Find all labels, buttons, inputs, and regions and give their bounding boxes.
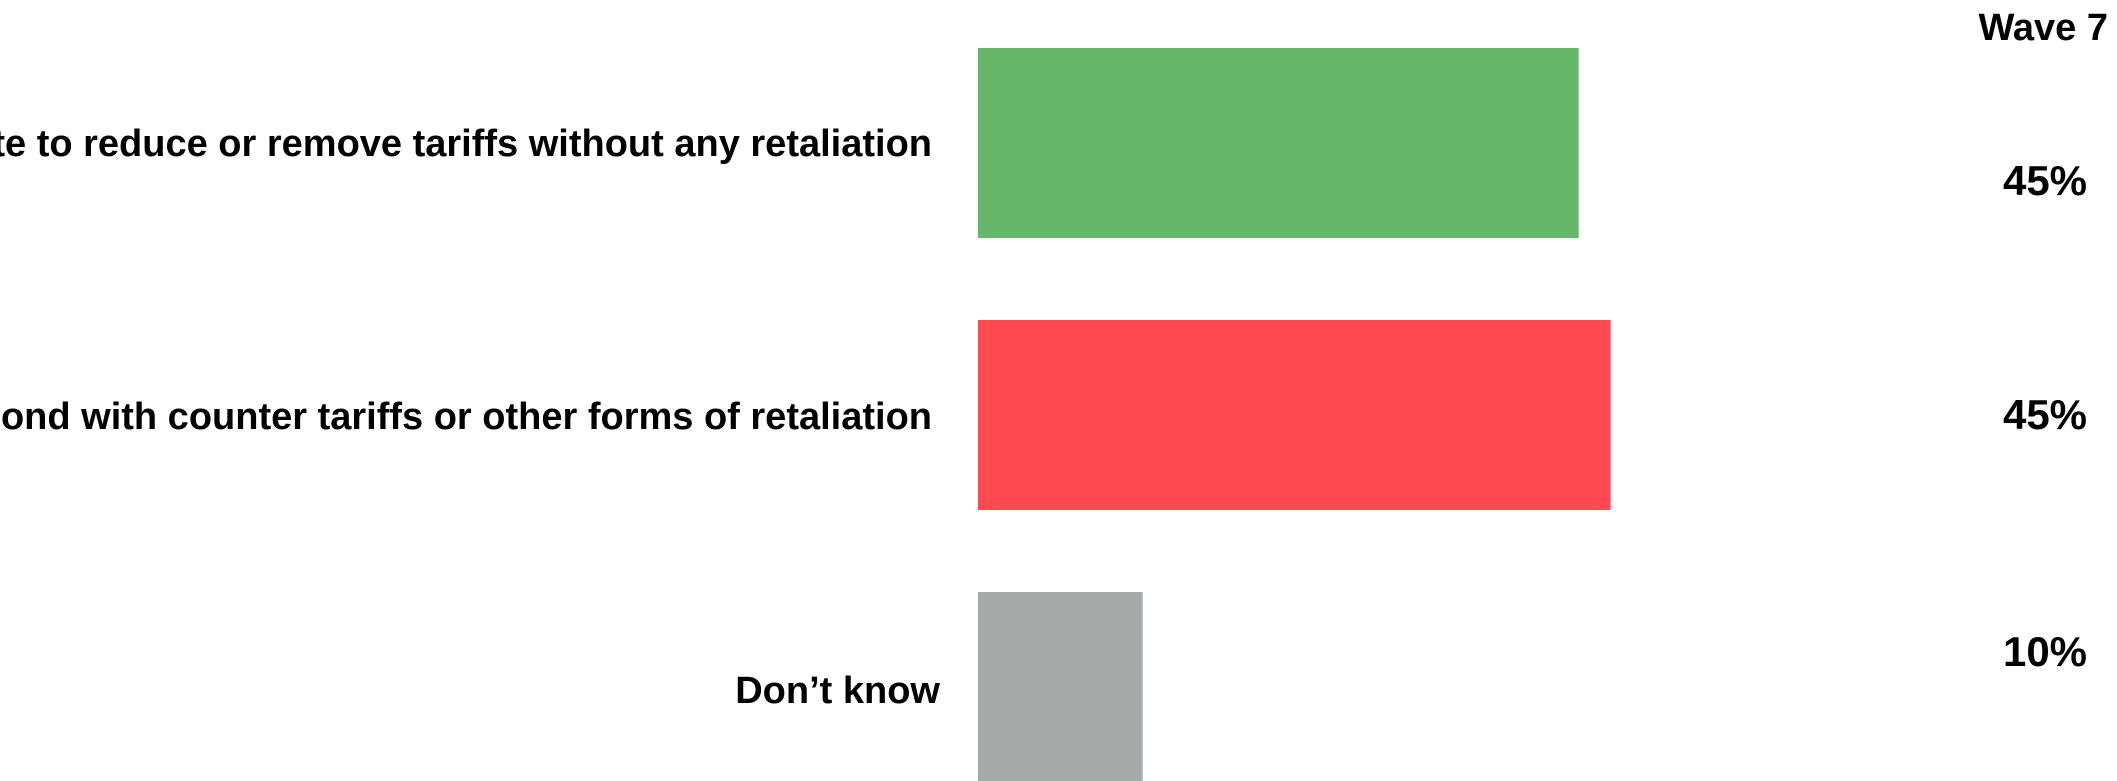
column-header: Wave 7 xyxy=(1978,7,2108,49)
bar-3 xyxy=(978,592,1143,781)
bars-group xyxy=(978,48,1611,781)
category-label-1: The UK should try to negotiate to reduce… xyxy=(0,123,932,165)
value-label-3: 10% xyxy=(2003,628,2087,675)
bar-1 xyxy=(978,48,1579,238)
category-label-2: The UK should respond with counter tarif… xyxy=(0,396,932,438)
category-labels-group: The UK should try to negotiate to reduce… xyxy=(0,123,940,712)
value-label-1: 45% xyxy=(2003,157,2087,204)
value-label-2: 45% xyxy=(2003,391,2087,438)
bar-2 xyxy=(978,320,1611,510)
value-labels-group: 45% 45% 10% xyxy=(2003,157,2087,675)
category-label-3: Don’t know xyxy=(735,670,940,712)
